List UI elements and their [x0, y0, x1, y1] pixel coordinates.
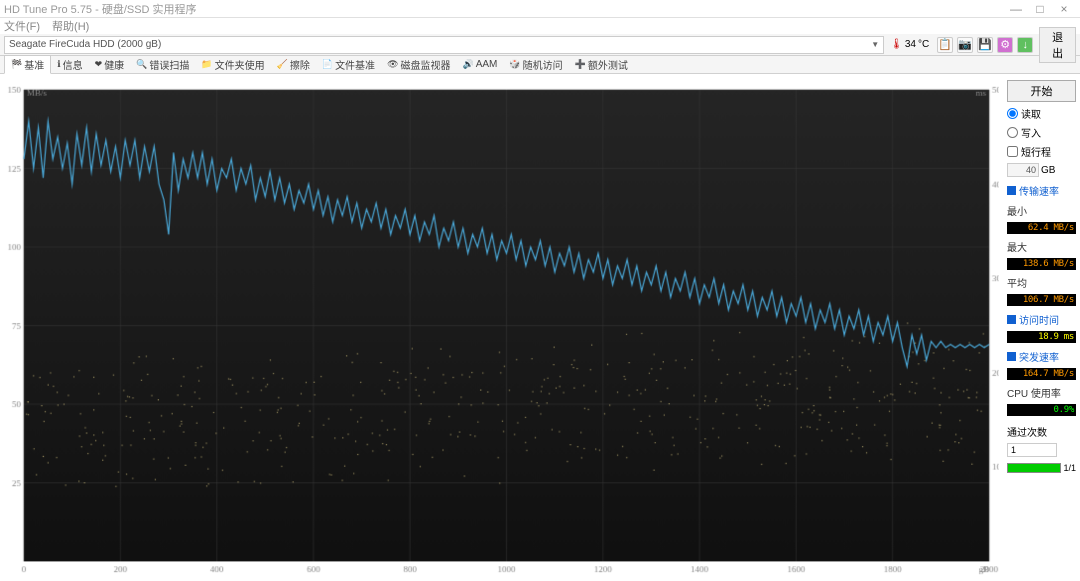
temp-value: 34: [905, 39, 916, 50]
transfer-rate-label: 传输速率: [1019, 183, 1059, 198]
tab-icon: 🧹: [277, 59, 288, 70]
tab-icon: 👁: [387, 59, 398, 70]
start-button[interactable]: 开始: [1007, 80, 1076, 102]
read-radio[interactable]: [1007, 108, 1018, 119]
progress-bar: [1007, 463, 1061, 473]
tab-label: 文件夹使用: [215, 57, 265, 72]
tab-3[interactable]: 🔍错误扫描: [130, 56, 195, 73]
options-icon[interactable]: ⚙: [997, 37, 1013, 53]
tab-7[interactable]: 👁磁盘监视器: [381, 56, 456, 73]
menu-file[interactable]: 文件(F): [4, 18, 40, 34]
burst-value: 164.7 MB/s: [1007, 368, 1076, 380]
tab-icon: ℹ: [57, 59, 60, 70]
tab-label: 额外测试: [588, 57, 628, 72]
tab-label: 错误扫描: [149, 57, 189, 72]
chevron-down-icon: ▼: [871, 40, 879, 49]
tab-label: 健康: [104, 57, 124, 72]
exit-button[interactable]: 退出: [1039, 27, 1076, 63]
window-title: HD Tune Pro 5.75 - 硬盘/SSD 实用程序: [4, 1, 197, 17]
menubar: 文件(F) 帮助(H): [0, 18, 1080, 34]
temperature: 🌡 34°C: [890, 39, 929, 50]
tab-6[interactable]: 📄文件基准: [316, 56, 381, 73]
tabbar: 🏁基准ℹ信息❤健康🔍错误扫描📁文件夹使用🧹擦除📄文件基准👁磁盘监视器🔊AAM🎲随…: [0, 56, 1080, 74]
tab-label: 随机访问: [523, 57, 563, 72]
drive-dropdown[interactable]: Seagate FireCuda HDD (2000 gB) ▼: [4, 36, 884, 54]
main-area: 开始 读取 写入 短行程 GB 传输速率 最小 62.4 MB/s 最大 138…: [0, 74, 1080, 581]
menu-help[interactable]: 帮助(H): [52, 18, 89, 34]
passes-input[interactable]: [1007, 443, 1057, 457]
tab-icon: 🎲: [509, 59, 520, 70]
access-check-icon: [1007, 315, 1016, 324]
save-icon[interactable]: 💾: [977, 37, 993, 53]
short-stroke-value[interactable]: [1007, 163, 1039, 177]
write-label: 写入: [1021, 125, 1041, 140]
tab-icon: 🔊: [463, 59, 474, 70]
tab-icon: 🏁: [11, 59, 22, 70]
tab-icon: ❤: [95, 59, 103, 70]
write-radio[interactable]: [1007, 127, 1018, 138]
max-label: 最大: [1007, 239, 1076, 254]
tab-8[interactable]: 🔊AAM: [457, 58, 504, 71]
tab-icon: ➕: [575, 59, 586, 70]
min-label: 最小: [1007, 203, 1076, 218]
access-value: 18.9 ms: [1007, 331, 1076, 343]
tab-2[interactable]: ❤健康: [89, 56, 131, 73]
close-button[interactable]: ×: [1052, 2, 1076, 16]
burst-check-icon: [1007, 352, 1016, 361]
tab-label: AAM: [476, 59, 498, 70]
cpu-value: 0.9%: [1007, 404, 1076, 416]
titlebar: HD Tune Pro 5.75 - 硬盘/SSD 实用程序 — □ ×: [0, 0, 1080, 18]
short-stroke-check[interactable]: [1007, 146, 1018, 157]
short-label: 短行程: [1021, 144, 1051, 159]
avg-value: 106.7 MB/s: [1007, 294, 1076, 306]
screenshot-icon[interactable]: 📷: [957, 37, 973, 53]
tab-icon: 🔍: [136, 59, 147, 70]
temp-unit: °C: [918, 39, 929, 50]
tab-label: 文件基准: [335, 57, 375, 72]
chart-container: [0, 74, 1003, 581]
tab-10[interactable]: ➕额外测试: [569, 56, 634, 73]
tab-9[interactable]: 🎲随机访问: [503, 56, 568, 73]
thermometer-icon: 🌡: [890, 39, 903, 50]
tab-4[interactable]: 📁文件夹使用: [195, 56, 270, 73]
tab-1[interactable]: ℹ信息: [51, 56, 88, 73]
tab-icon: 📁: [201, 59, 212, 70]
avg-label: 平均: [1007, 275, 1076, 290]
drive-name: Seagate FireCuda HDD (2000 gB): [9, 39, 161, 50]
tab-label: 擦除: [290, 57, 310, 72]
tab-label: 基准: [24, 57, 44, 72]
progress-fraction: 1/1: [1063, 463, 1076, 473]
tab-label: 信息: [63, 57, 83, 72]
gb-label: GB: [1041, 165, 1055, 176]
refresh-icon[interactable]: ↓: [1017, 37, 1033, 53]
minimize-button[interactable]: —: [1004, 2, 1028, 16]
min-value: 62.4 MB/s: [1007, 222, 1076, 234]
benchmark-chart: [4, 82, 999, 577]
cpu-label: CPU 使用率: [1007, 385, 1076, 400]
burst-label: 突发速率: [1019, 349, 1059, 364]
sidebar: 开始 读取 写入 短行程 GB 传输速率 最小 62.4 MB/s 最大 138…: [1003, 74, 1080, 581]
tab-5[interactable]: 🧹擦除: [271, 56, 316, 73]
passes-label: 通过次数: [1007, 424, 1076, 439]
copy-icon[interactable]: 📋: [937, 37, 953, 53]
transfer-check-icon: [1007, 186, 1016, 195]
tab-0[interactable]: 🏁基准: [4, 55, 51, 74]
access-label: 访问时间: [1019, 312, 1059, 327]
read-label: 读取: [1021, 106, 1041, 121]
max-value: 138.6 MB/s: [1007, 258, 1076, 270]
tab-icon: 📄: [322, 59, 333, 70]
maximize-button[interactable]: □: [1028, 2, 1052, 16]
toolbar: Seagate FireCuda HDD (2000 gB) ▼ 🌡 34°C …: [0, 34, 1080, 56]
tab-label: 磁盘监视器: [401, 57, 451, 72]
